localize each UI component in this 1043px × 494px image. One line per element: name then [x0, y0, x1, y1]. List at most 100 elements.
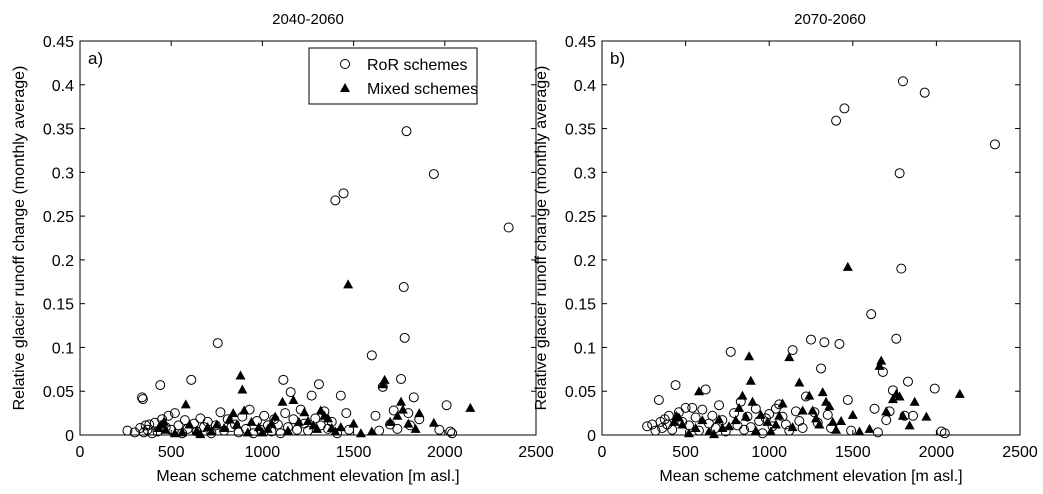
mixed-scheme-point	[257, 427, 268, 437]
y-tick-label: 0.15	[43, 297, 74, 314]
ror-scheme-point	[137, 392, 148, 403]
ror-scheme-point	[939, 428, 950, 439]
x-tick-label: 500	[158, 444, 185, 461]
x-tick-label: 500	[672, 444, 699, 461]
mixed-scheme-point	[921, 411, 932, 421]
mixed-scheme-point	[465, 402, 476, 412]
y-tick-label: 0.1	[52, 340, 74, 357]
mixed-scheme-point	[807, 405, 818, 415]
legend-ror-label: RoR schemes	[367, 57, 467, 74]
ror-scheme-point	[434, 424, 445, 435]
ror-scheme-point	[834, 338, 845, 349]
ror-scheme-point	[729, 408, 740, 419]
mixed-scheme-point	[169, 428, 180, 438]
mixed-scheme-point	[881, 406, 892, 416]
ror-scheme-point	[907, 410, 918, 421]
ror-scheme-point	[653, 394, 664, 405]
mixed-scheme-point	[231, 419, 242, 429]
panel-b-points	[642, 76, 1000, 439]
y-tick-label: 0.05	[565, 384, 596, 401]
mixed-scheme-point	[827, 416, 838, 426]
ror-scheme-point	[280, 408, 291, 419]
panel-a: 2040-2060 a) 00.050.10.150.20.250.30.350…	[11, 11, 554, 485]
mixed-scheme-point	[824, 401, 835, 411]
ror-scheme-point	[902, 376, 913, 387]
y-tick-label: 0.2	[52, 253, 74, 270]
mixed-scheme-point	[323, 413, 334, 423]
ror-scheme-point	[642, 421, 653, 432]
mixed-scheme-point	[730, 415, 741, 425]
ror-scheme-point	[806, 334, 816, 345]
ror-scheme-point	[392, 423, 403, 434]
ror-scheme-point	[764, 408, 775, 419]
ror-scheme-point	[742, 411, 753, 422]
ror-scheme-point	[147, 428, 158, 439]
mixed-scheme-point	[195, 429, 206, 439]
mixed-scheme-point	[697, 415, 708, 425]
mixed-scheme-point	[410, 423, 421, 433]
panel-b-y-axis: 0 0.05 0.1 0.15 0.2 0.25 0.3 0.35 0.4 0.45	[565, 34, 1020, 445]
ror-scheme-point	[839, 103, 850, 114]
ror-scheme-point	[366, 350, 377, 361]
mixed-scheme-point	[842, 261, 853, 271]
mixed-scheme-point	[734, 402, 745, 412]
ror-scheme-point	[155, 380, 166, 391]
ror-scheme-point	[919, 87, 930, 98]
mixed-scheme-point	[299, 407, 310, 417]
mixed-scheme-point	[784, 352, 795, 362]
y-tick-label: 0	[65, 428, 74, 445]
ror-scheme-point	[370, 410, 381, 421]
mixed-scheme-point	[277, 396, 288, 406]
mixed-scheme-point	[312, 423, 323, 433]
mixed-scheme-point	[211, 419, 222, 429]
ror-scheme-point	[408, 392, 419, 403]
mixed-scheme-point	[744, 351, 755, 361]
mixed-scheme-point	[242, 427, 253, 437]
x-tick-label: 2500	[1002, 444, 1038, 461]
mixed-scheme-point	[894, 391, 905, 401]
ror-scheme-point	[285, 387, 296, 398]
ror-scheme-point	[846, 425, 857, 436]
ror-scheme-point	[869, 403, 880, 414]
legend: RoR schemes Mixed schemes	[308, 47, 478, 105]
ror-scheme-point	[866, 309, 877, 320]
ror-scheme-point	[503, 222, 514, 233]
panel-a-y-axis: 0 0.05 0.1 0.15 0.2 0.25 0.3 0.35 0.4 0.45	[43, 34, 536, 445]
mixed-scheme-point	[270, 411, 281, 421]
mixed-scheme-point	[709, 429, 720, 439]
mixed-scheme-point	[282, 425, 293, 435]
ror-scheme-point	[388, 405, 399, 416]
ror-scheme-point	[816, 363, 827, 374]
panel-b: 2070-2060 b) 00.050.10.150.20.250.30.350…	[533, 11, 1038, 485]
panel-a-label: a)	[88, 49, 103, 68]
mixed-scheme-point	[774, 410, 785, 420]
ror-scheme-point	[374, 425, 385, 436]
mixed-scheme-point	[954, 388, 965, 398]
ror-scheme-point	[445, 426, 456, 437]
ror-scheme-point	[929, 383, 940, 394]
mixed-scheme-point	[737, 390, 748, 400]
ror-scheme-point	[697, 404, 708, 415]
mixed-scheme-point	[854, 426, 865, 436]
ror-scheme-point	[398, 282, 409, 293]
ror-scheme-point	[310, 413, 321, 424]
ror-scheme-point	[140, 420, 151, 431]
ror-scheme-point	[278, 374, 289, 385]
ror-scheme-point	[163, 410, 174, 421]
ror-scheme-point	[897, 76, 908, 87]
panel-b-plot-frame	[601, 40, 1021, 436]
mixed-scheme-point	[777, 398, 788, 408]
ror-scheme-point	[137, 394, 148, 405]
panel-b-x-axis: 0 500 1000 1500 2000 2500	[598, 41, 1038, 461]
mixed-scheme-point	[668, 416, 679, 426]
y-tick-label: 0.05	[43, 384, 74, 401]
y-tick-label: 0.4	[574, 78, 596, 95]
mixed-scheme-point	[794, 377, 805, 387]
ror-scheme-point	[210, 420, 221, 431]
legend-ror-marker	[340, 59, 350, 69]
y-tick-label: 0.45	[43, 34, 74, 51]
mixed-scheme-point	[366, 426, 377, 436]
panel-b-title: 2070-2060	[794, 11, 866, 28]
mixed-scheme-point	[235, 370, 246, 380]
